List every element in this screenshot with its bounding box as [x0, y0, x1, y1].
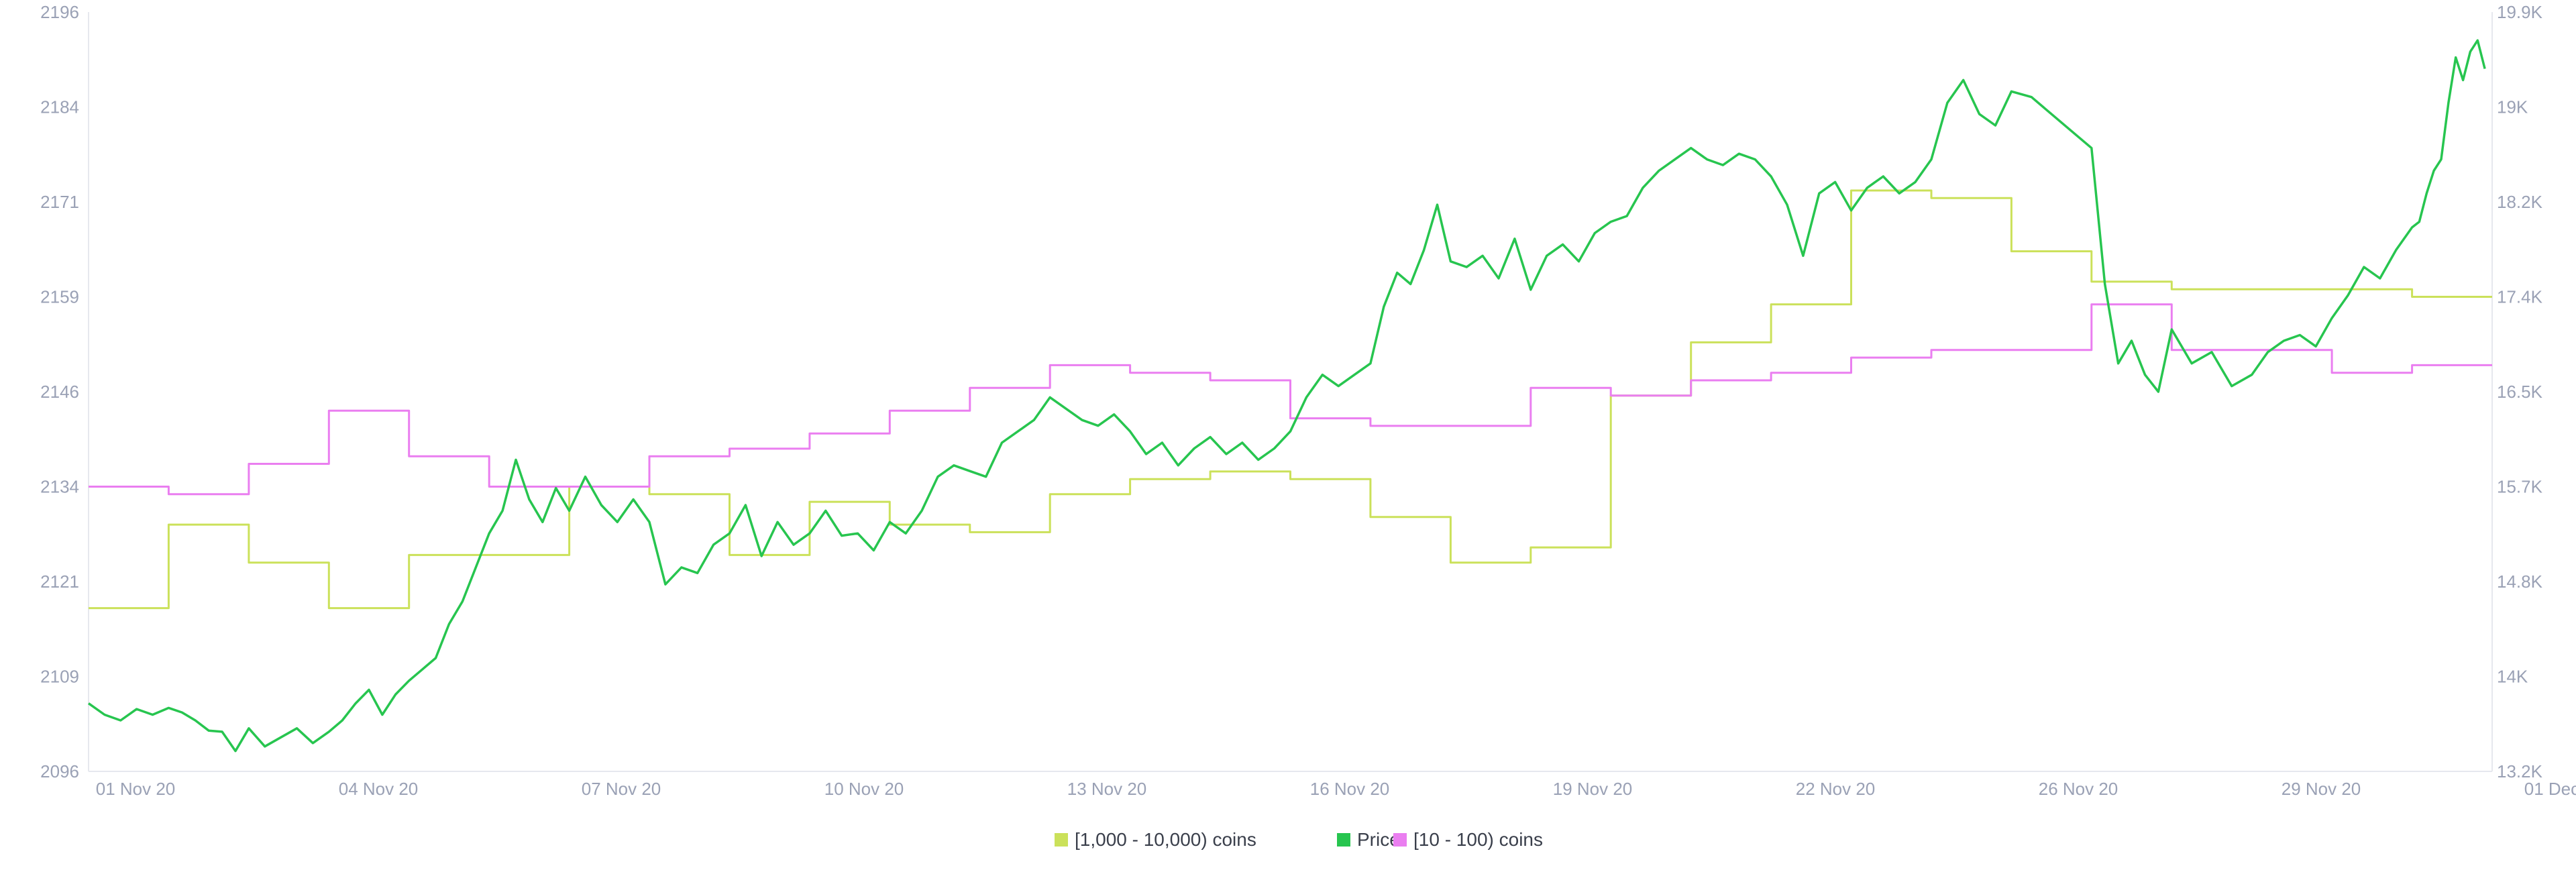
x-tick-label: 10 Nov 20 — [824, 779, 904, 799]
x-tick-label: 07 Nov 20 — [582, 779, 661, 799]
left-tick-label: 2196 — [40, 2, 79, 22]
left-tick-label: 2121 — [40, 571, 79, 592]
price-line — [87, 39, 2486, 753]
right-tick-label: 19K — [2497, 97, 2528, 117]
x-axis-ticks: 01 Nov 20 04 Nov 20 07 Nov 20 10 Nov 20 13 N… — [96, 779, 2576, 799]
legend-swatch — [1055, 833, 1068, 847]
legend: [1,000 - 10,000) coins Price [10 - 100) co… — [1055, 829, 1543, 850]
right-axis-ticks: 19.9K 19K 18.2K 17.4K 16.5K 15.7K 14.8K 14K 13.2… — [2497, 2, 2543, 781]
legend-swatch — [1337, 833, 1350, 847]
axes — [88, 12, 2493, 772]
left-tick-label: 2184 — [40, 97, 79, 117]
x-tick-label: 29 Nov 20 — [2282, 779, 2361, 799]
left-tick-label: 2134 — [40, 477, 79, 497]
x-tick-label: 19 Nov 20 — [1553, 779, 1633, 799]
x-tick-label: 04 Nov 20 — [339, 779, 419, 799]
right-tick-label: 13.2K — [2497, 761, 2543, 781]
coins-1000-10000-line — [89, 189, 2492, 610]
left-tick-label: 2146 — [40, 382, 79, 402]
x-tick-label: 26 Nov 20 — [2039, 779, 2118, 799]
legend-label[interactable]: Price — [1357, 829, 1400, 850]
series-layer — [87, 39, 2492, 753]
right-tick-label: 16.5K — [2497, 382, 2543, 402]
left-tick-label: 2159 — [40, 287, 79, 307]
x-tick-label: 16 Nov 20 — [1310, 779, 1390, 799]
left-axis-ticks: 2196 2184 2171 2159 2146 2134 2121 2109 2096 — [40, 2, 79, 781]
x-tick-label: 01 Nov 20 — [96, 779, 176, 799]
right-tick-label: 14.8K — [2497, 571, 2543, 592]
x-tick-label: 01 Dec 20 — [2524, 779, 2576, 799]
x-tick-label: 13 Nov 20 — [1067, 779, 1147, 799]
legend-label[interactable]: [10 - 100) coins — [1413, 829, 1543, 850]
right-tick-label: 14K — [2497, 667, 2528, 687]
right-tick-label: 19.9K — [2497, 2, 2543, 22]
x-tick-label: 22 Nov 20 — [1796, 779, 1876, 799]
left-tick-label: 2109 — [40, 667, 79, 687]
right-tick-label: 17.4K — [2497, 287, 2543, 307]
coins-10-100-line — [89, 303, 2492, 496]
legend-label[interactable]: [1,000 - 10,000) coins — [1075, 829, 1256, 850]
right-tick-label: 18.2K — [2497, 192, 2543, 212]
right-tick-label: 15.7K — [2497, 477, 2543, 497]
left-tick-label: 2096 — [40, 761, 79, 781]
legend-swatch — [1393, 833, 1407, 847]
left-tick-label: 2171 — [40, 192, 79, 212]
